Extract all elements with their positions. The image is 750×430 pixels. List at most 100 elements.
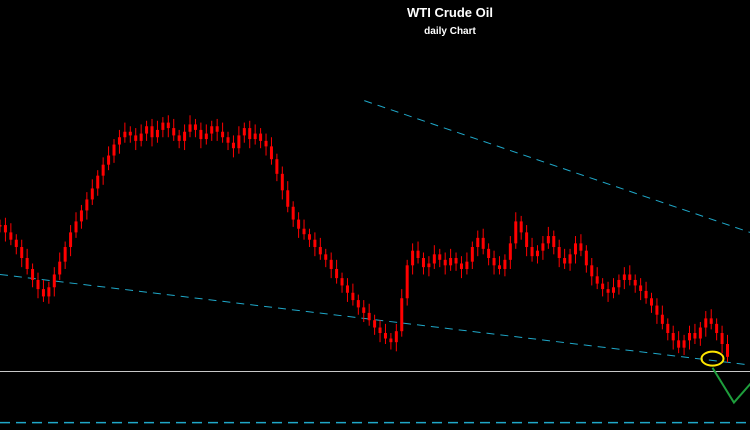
candle-body (215, 126, 219, 132)
candle-body (275, 159, 279, 174)
candle-body (481, 237, 485, 249)
candle-body (123, 131, 127, 138)
candle-body (155, 129, 159, 138)
candle-body (199, 129, 203, 140)
candle-body (546, 236, 550, 244)
candle-body (210, 126, 214, 134)
candle-body (606, 289, 610, 293)
candle-body (715, 323, 719, 334)
candle-body (188, 124, 192, 132)
candle-body (601, 283, 605, 290)
candle-body (150, 126, 154, 138)
candle-body (633, 279, 637, 286)
candle-body (563, 258, 567, 264)
candle-body (535, 250, 539, 257)
trendline-lower-support (0, 273, 750, 366)
candle-body (655, 305, 659, 315)
candle-body (541, 243, 545, 251)
candle-body (421, 258, 425, 268)
candle-body (90, 188, 94, 200)
candle-body (378, 327, 382, 334)
candle-body (36, 279, 40, 290)
projection-path (711, 367, 750, 405)
candle-body (573, 243, 577, 255)
candle-body (41, 289, 45, 297)
candle-body (0, 225, 2, 227)
candle-body (644, 290, 648, 299)
candle-body (530, 247, 534, 257)
candle-body (101, 164, 105, 176)
candle-body (682, 340, 686, 348)
candle-body (58, 261, 62, 275)
candle-body (427, 263, 431, 268)
candle-body (74, 221, 78, 233)
candle-body (383, 333, 387, 339)
candle-body (25, 258, 29, 269)
candle-body (351, 292, 355, 301)
candle-body (476, 237, 480, 248)
candle-body (242, 128, 246, 136)
candle-body (519, 221, 523, 233)
candle-body (465, 261, 469, 269)
lines-layer (0, 100, 750, 424)
candle-body (367, 312, 371, 321)
candle-body (709, 318, 713, 324)
candle-body (3, 225, 7, 233)
candle-body (698, 327, 702, 339)
candle-body (470, 247, 474, 262)
candle-body (503, 259, 507, 269)
candle-body (687, 333, 691, 341)
candle-body (112, 144, 116, 156)
candle-body (259, 133, 263, 141)
candle-body (204, 133, 208, 140)
candle-body (362, 307, 366, 313)
candle-body (307, 234, 311, 240)
candle-body (96, 175, 100, 189)
candle-body (389, 338, 393, 343)
candle-body (280, 173, 284, 191)
candle-body (313, 239, 317, 248)
candle-body (335, 268, 339, 279)
candle-body (139, 133, 143, 141)
candle-body (628, 274, 632, 280)
candle-body (9, 232, 13, 240)
candle-body (253, 133, 257, 140)
candle-body (568, 254, 572, 264)
candle-body (145, 126, 149, 134)
candle-body (286, 190, 290, 207)
candle-body (161, 122, 165, 130)
candle-body (611, 287, 615, 293)
candles-layer (0, 115, 729, 363)
candle-body (248, 128, 252, 140)
candle-body (595, 276, 599, 284)
candle-body (438, 254, 442, 260)
candle-body (579, 243, 583, 251)
candle-body (525, 232, 529, 248)
candle-body (31, 268, 35, 280)
candle-body (617, 279, 621, 288)
candle-body (622, 274, 626, 280)
candle-body (443, 259, 447, 266)
candle-body (318, 247, 322, 255)
overlay-layer (700, 350, 750, 405)
candle-body (449, 258, 453, 266)
candle-body (704, 318, 708, 328)
candle-body (660, 314, 664, 324)
candle-body (329, 259, 333, 269)
candle-body (231, 142, 235, 149)
trendline-upper-resistance (364, 100, 750, 233)
chart-subtitle: daily Chart (424, 26, 476, 37)
candle-body (193, 124, 197, 130)
candle-body (297, 219, 301, 229)
candle-body (454, 258, 458, 264)
candle-body (221, 131, 225, 138)
candle-body (373, 320, 377, 328)
candle-body (514, 221, 518, 244)
candle-body (340, 278, 344, 286)
candle-body (128, 131, 132, 136)
candle-body (14, 239, 18, 248)
candle-body (459, 263, 463, 269)
candle-body (394, 331, 398, 343)
candle-body (405, 265, 409, 299)
